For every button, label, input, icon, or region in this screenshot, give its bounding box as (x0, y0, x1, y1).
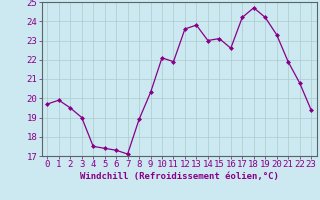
X-axis label: Windchill (Refroidissement éolien,°C): Windchill (Refroidissement éolien,°C) (80, 172, 279, 181)
